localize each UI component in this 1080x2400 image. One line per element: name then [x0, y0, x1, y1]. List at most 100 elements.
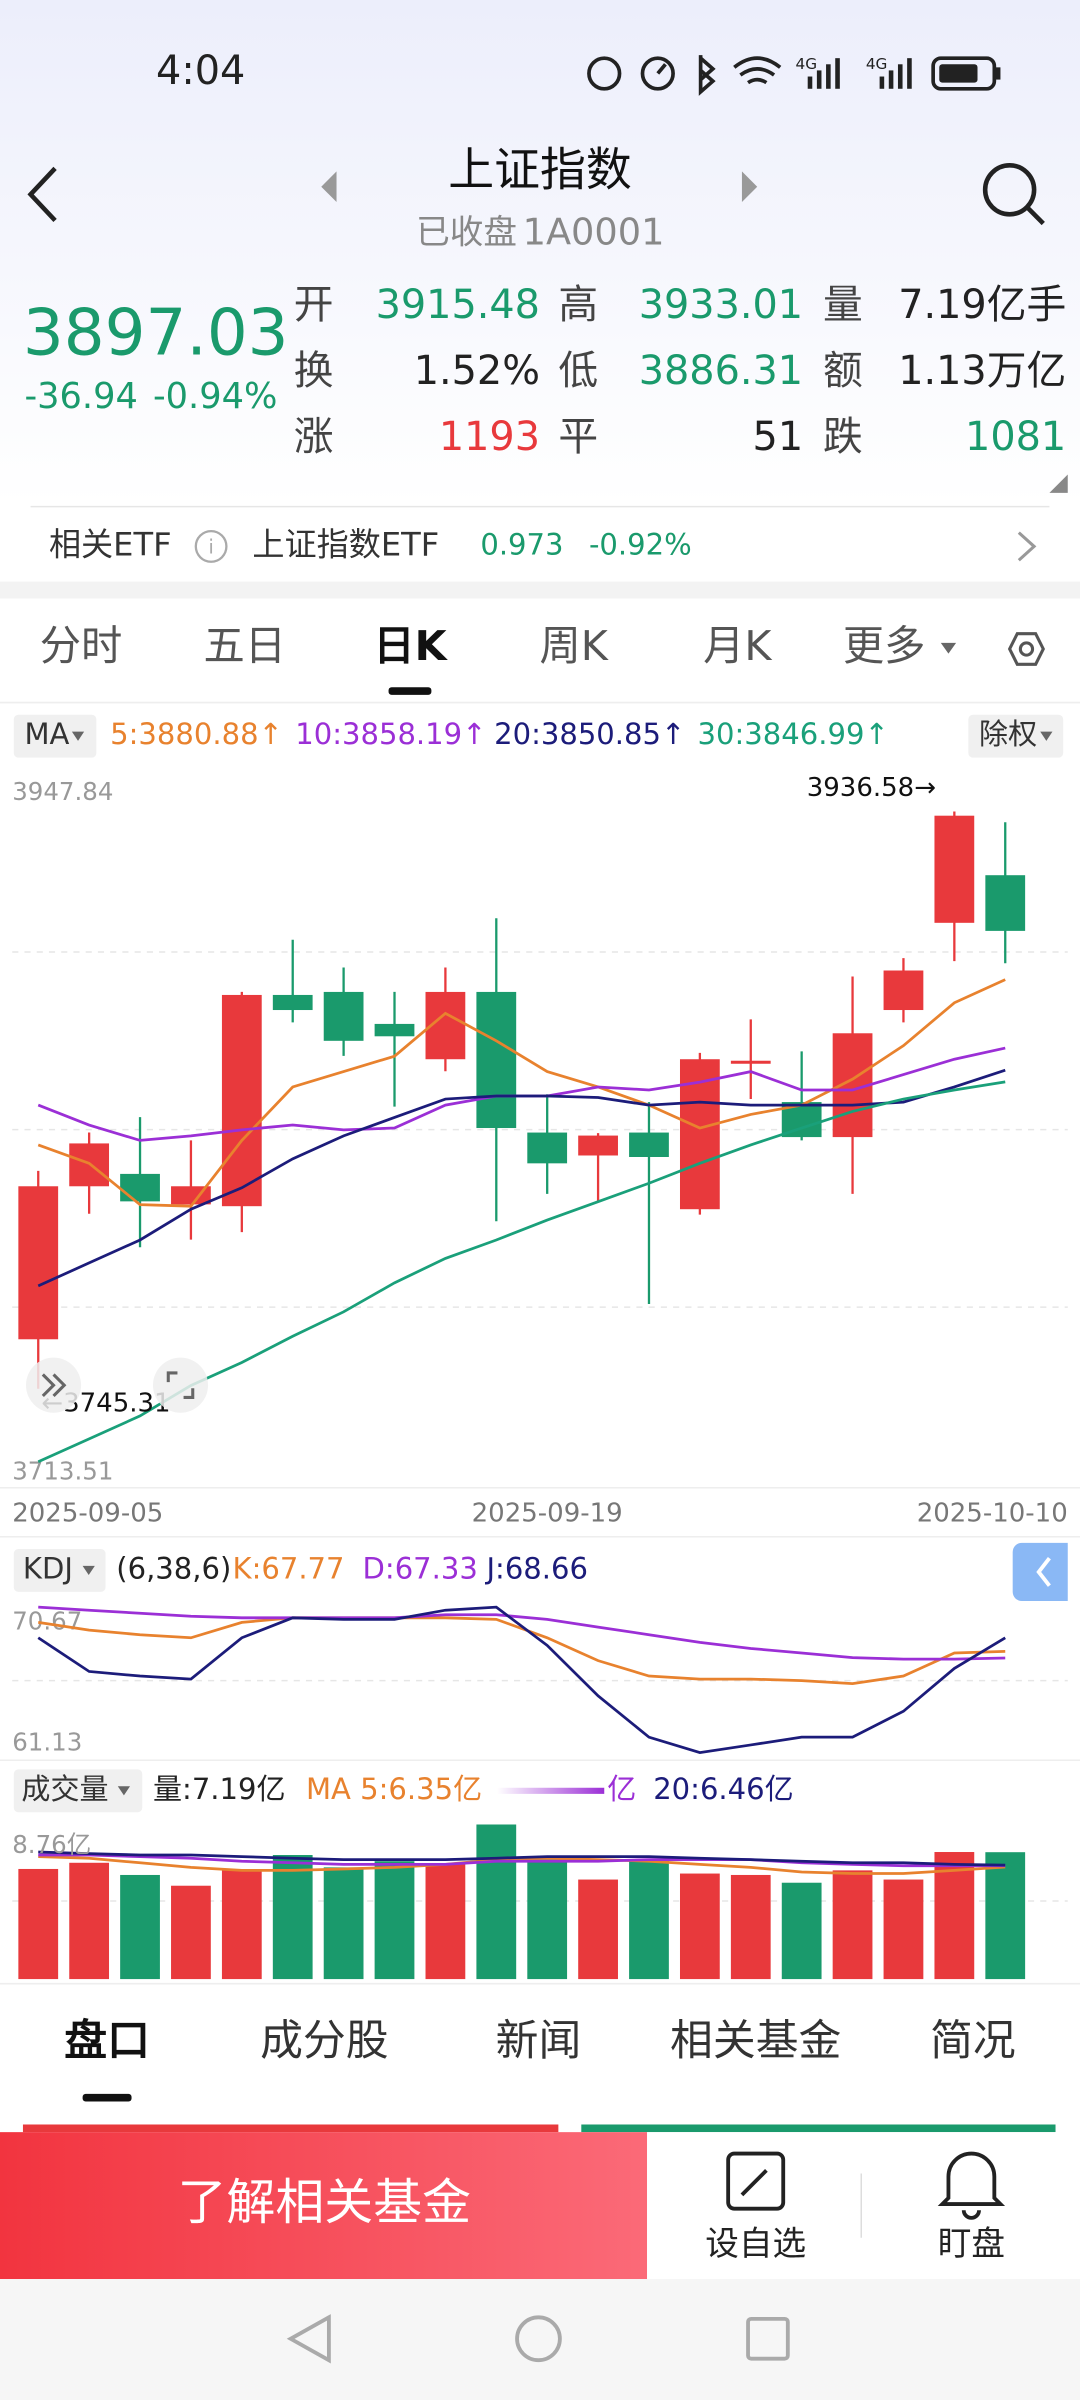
volume-bar: [578, 1879, 618, 1980]
candle-body: [883, 970, 924, 1011]
y-tick-label: 70.67: [12, 1606, 82, 1635]
bottom-tabs-bg: [0, 1983, 1080, 2131]
bottom-tab[interactable]: 简况: [930, 2016, 1016, 2066]
field-value: 3933.01: [639, 282, 803, 328]
field-value: 3915.48: [376, 282, 540, 328]
back-button[interactable]: [27, 166, 57, 222]
actions-bg: [647, 2132, 1080, 2280]
volume-bar: [476, 1824, 517, 1980]
grid: [12, 951, 1068, 1902]
adjust-select[interactable]: [968, 714, 1064, 758]
price-chart: 3713.51 3947.84 2025-09-05 2025-09-19 2025-1…: [12, 717, 1068, 1528]
volume-bar: [272, 1855, 313, 1980]
indicator-select[interactable]: [13, 1769, 143, 1813]
price: 3897.03: [23, 295, 289, 370]
line: [38, 1616, 1006, 1686]
candle-body: [730, 1060, 771, 1064]
bottom-tab[interactable]: 新闻: [496, 2016, 582, 2066]
tab-indicator: [388, 687, 432, 695]
chart-tools[interactable]: [26, 1357, 209, 1413]
next-button[interactable]: [741, 171, 758, 203]
volume-bar: [120, 1874, 160, 1980]
clock: 4:04: [156, 48, 245, 94]
fund-button[interactable]: [0, 2132, 648, 2280]
field-label: 平: [558, 414, 598, 460]
watch-label[interactable]: 设自选: [705, 2224, 806, 2263]
field-label: 跌: [823, 414, 863, 460]
period-tabs: 分时 五日 日K 周K 月K 更多: [40, 622, 926, 695]
legend-entry: D:67.33: [363, 1551, 478, 1585]
side-tab-icon: [1036, 1556, 1051, 1587]
candle-body: [985, 875, 1026, 931]
bottom-tab[interactable]: 盘口: [64, 2016, 150, 2066]
status-icons: [587, 55, 997, 96]
alert-label[interactable]: 盯盘: [938, 2224, 1005, 2263]
indicator-name: 成交量: [21, 1772, 108, 1806]
etf-change: -0.92%: [589, 527, 692, 561]
period-tab[interactable]: 更多: [843, 622, 926, 670]
candle-body: [374, 1023, 415, 1037]
field-value: 51: [753, 414, 804, 460]
bottom-tab[interactable]: 相关基金: [670, 2016, 841, 2066]
etf-chevron[interactable]: [1017, 531, 1037, 562]
svg-text:4G: 4G: [795, 55, 817, 73]
market-status: 已收盘: [416, 213, 517, 252]
volume-total: 量:7.19亿: [153, 1772, 286, 1806]
volume-bar: [69, 1862, 110, 1980]
title: 上证指数: [448, 142, 632, 196]
etf-name[interactable]: 上证指数ETF: [252, 525, 439, 563]
volume-bar: [221, 1870, 262, 1980]
volume-bar: [527, 1859, 568, 1980]
candle-body: [934, 815, 975, 923]
line: [37, 978, 1006, 1208]
volume-chart: 8.76亿 MA 5:6.35亿 亿 20:6.46亿: [12, 1772, 1026, 1980]
volume-bar: [374, 1861, 415, 1980]
indicator-select[interactable]: [13, 1548, 106, 1592]
watch-icon[interactable]: [726, 2151, 786, 2211]
section-gap: [0, 581, 1080, 599]
prev-button[interactable]: [321, 171, 337, 203]
volume-bar: [425, 1864, 466, 1980]
more-caret[interactable]: [940, 642, 957, 654]
nav-back[interactable]: [286, 2314, 331, 2364]
candle-body: [171, 1186, 211, 1205]
field-value: 1.52%: [414, 348, 540, 394]
nav-bar: [0, 2279, 1080, 2400]
bottom-tab[interactable]: 成分股: [260, 2016, 388, 2066]
adjust-label: 除权: [979, 717, 1037, 751]
volume-bar: [730, 1874, 771, 1980]
candle-body: [221, 994, 262, 1207]
legend-entry: K:67.77: [233, 1551, 345, 1585]
search-button[interactable]: [982, 163, 1045, 226]
change: -36.94: [24, 376, 137, 417]
indicator-name: MA: [24, 717, 69, 751]
nav-home[interactable]: [515, 2315, 562, 2363]
info-icon[interactable]: i: [194, 529, 228, 563]
period-tab[interactable]: 分时: [40, 622, 123, 670]
period-tab[interactable]: 五日: [203, 622, 286, 670]
max-label: 3936.58→: [807, 773, 936, 803]
volume-bar: [18, 1868, 59, 1980]
alert-icon[interactable]: [937, 2151, 1006, 2220]
legend-entry: 30:3846.99↑: [698, 717, 889, 751]
ratio-down: [581, 2124, 1056, 2133]
indicator-select[interactable]: [13, 714, 97, 758]
volume-bar: [781, 1882, 822, 1980]
expand-icon[interactable]: [1049, 474, 1068, 493]
y-tick-label: 3947.84: [12, 777, 113, 806]
caret: [1040, 731, 1053, 741]
caret: [82, 1565, 95, 1575]
period-tab[interactable]: 周K: [539, 622, 608, 670]
settings-button[interactable]: [1007, 632, 1045, 666]
line: [38, 1853, 1006, 1868]
candle-body: [18, 1186, 59, 1340]
line: [37, 1605, 1006, 1754]
volume-bar: [832, 1870, 873, 1980]
legend-entry: 20:6.46亿: [653, 1772, 794, 1806]
nav-recent[interactable]: [746, 2316, 790, 2361]
period-tab[interactable]: 日K: [373, 622, 448, 670]
field-value: 1.13万亿: [898, 348, 1066, 394]
field-label: 额: [823, 348, 863, 394]
period-tab[interactable]: 月K: [703, 622, 772, 670]
